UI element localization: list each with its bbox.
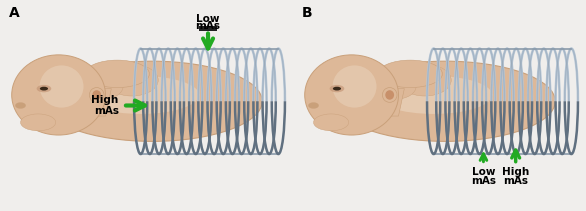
Text: mAs: mAs: [94, 106, 118, 116]
Ellipse shape: [12, 55, 105, 135]
Ellipse shape: [398, 64, 451, 96]
Ellipse shape: [36, 85, 52, 92]
Ellipse shape: [335, 61, 556, 141]
Text: Low: Low: [472, 167, 495, 177]
Polygon shape: [384, 89, 404, 116]
Polygon shape: [91, 89, 111, 116]
Ellipse shape: [21, 114, 56, 131]
Text: mAs: mAs: [196, 21, 220, 31]
Ellipse shape: [375, 74, 416, 99]
Ellipse shape: [93, 90, 101, 100]
Ellipse shape: [43, 61, 263, 141]
Text: B: B: [302, 6, 312, 20]
Text: A: A: [9, 6, 19, 20]
Ellipse shape: [105, 64, 158, 96]
Ellipse shape: [332, 65, 376, 108]
Ellipse shape: [308, 103, 319, 108]
Ellipse shape: [82, 76, 199, 114]
Text: mAs: mAs: [471, 176, 496, 186]
Ellipse shape: [82, 74, 123, 99]
Ellipse shape: [386, 90, 394, 100]
Ellipse shape: [382, 88, 397, 102]
Text: Low: Low: [196, 14, 220, 24]
Text: High: High: [91, 95, 118, 105]
Ellipse shape: [15, 103, 26, 108]
Ellipse shape: [89, 88, 104, 102]
Ellipse shape: [40, 87, 48, 91]
Ellipse shape: [85, 60, 149, 88]
Ellipse shape: [314, 114, 349, 131]
Ellipse shape: [329, 85, 345, 92]
FancyBboxPatch shape: [199, 26, 217, 31]
Ellipse shape: [305, 55, 398, 135]
Ellipse shape: [378, 60, 442, 88]
Ellipse shape: [333, 87, 341, 91]
Text: mAs: mAs: [503, 176, 528, 186]
Text: High: High: [502, 167, 529, 177]
Ellipse shape: [375, 76, 492, 114]
Ellipse shape: [40, 65, 83, 108]
